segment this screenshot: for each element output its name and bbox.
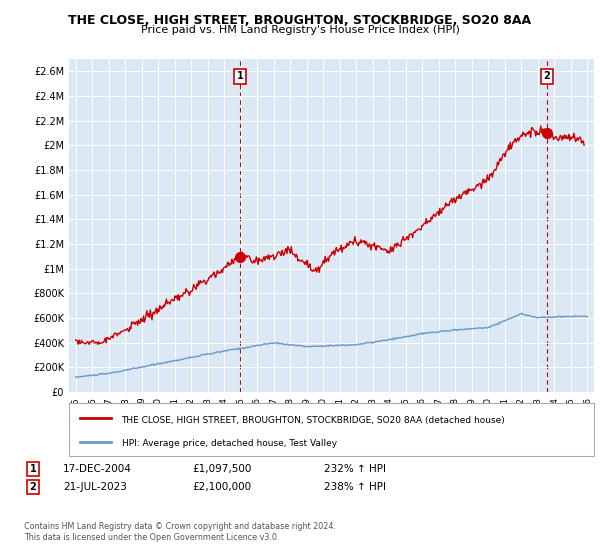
Text: 238% ↑ HPI: 238% ↑ HPI xyxy=(324,482,386,492)
Text: HPI: Average price, detached house, Test Valley: HPI: Average price, detached house, Test… xyxy=(121,439,337,448)
Text: 2: 2 xyxy=(544,71,550,81)
Text: 17-DEC-2004: 17-DEC-2004 xyxy=(63,464,132,474)
Text: THE CLOSE, HIGH STREET, BROUGHTON, STOCKBRIDGE, SO20 8AA (detached house): THE CLOSE, HIGH STREET, BROUGHTON, STOCK… xyxy=(121,416,505,424)
Text: £1,097,500: £1,097,500 xyxy=(192,464,251,474)
Text: THE CLOSE, HIGH STREET, BROUGHTON, STOCKBRIDGE, SO20 8AA: THE CLOSE, HIGH STREET, BROUGHTON, STOCK… xyxy=(68,14,532,27)
Text: 232% ↑ HPI: 232% ↑ HPI xyxy=(324,464,386,474)
Text: 2: 2 xyxy=(29,482,37,492)
Text: Contains HM Land Registry data © Crown copyright and database right 2024.: Contains HM Land Registry data © Crown c… xyxy=(24,522,336,531)
Text: This data is licensed under the Open Government Licence v3.0.: This data is licensed under the Open Gov… xyxy=(24,533,280,542)
Text: 1: 1 xyxy=(237,71,244,81)
Text: 21-JUL-2023: 21-JUL-2023 xyxy=(63,482,127,492)
Text: £2,100,000: £2,100,000 xyxy=(192,482,251,492)
Text: Price paid vs. HM Land Registry's House Price Index (HPI): Price paid vs. HM Land Registry's House … xyxy=(140,25,460,35)
Text: 1: 1 xyxy=(29,464,37,474)
